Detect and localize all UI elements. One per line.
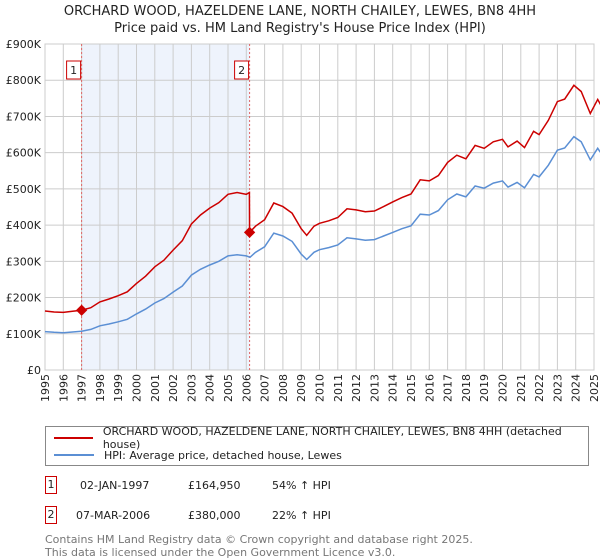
sale-hpi: 22% ↑ HPI <box>272 509 331 522</box>
x-tick-label: 2012 <box>350 374 363 402</box>
sale-badge: 1 <box>45 476 57 494</box>
sale-price: £164,950 <box>188 479 241 492</box>
footer-line: This data is licensed under the Open Gov… <box>45 546 396 559</box>
series-line <box>44 135 600 334</box>
x-tick-label: 2010 <box>314 374 327 402</box>
x-tick-label: 2005 <box>222 374 235 402</box>
x-tick-label: 2025 <box>588 374 600 402</box>
legend: ORCHARD WOOD, HAZELDENE LANE, NORTH CHAI… <box>45 425 589 466</box>
price-chart: 1995 1996 1997 1998 1999 2000 2001 2002 2003 2004… <box>6 38 600 402</box>
x-tick-label: 2011 <box>332 374 345 402</box>
x-tick-label: 2002 <box>167 374 180 402</box>
x-tick-label: 2004 <box>204 374 217 402</box>
x-tick-label: 2014 <box>387 374 400 402</box>
sale-label-box <box>66 60 82 80</box>
plot-border <box>44 43 595 371</box>
x-tick-label: 2003 <box>185 374 198 402</box>
x-tick-label: 1999 <box>112 374 125 402</box>
x-tick-label: 2024 <box>570 374 583 402</box>
x-tick-label: 2019 <box>478 374 491 402</box>
legend-item-hpi: HPI: Average price, detached house, Lewe… <box>54 447 342 463</box>
x-tick-label: 2000 <box>131 374 144 402</box>
legend-label: HPI: Average price, detached house, Lewe… <box>104 448 342 462</box>
footer-line: Contains HM Land Registry data © Crown c… <box>45 533 473 546</box>
x-tick-label: 2007 <box>259 374 272 402</box>
x-tick-label: 1998 <box>94 374 107 402</box>
y-tick-label: £800K <box>6 74 42 87</box>
y-tick-label: £700K <box>6 110 42 123</box>
y-tick-label: £400K <box>6 219 42 232</box>
sale-date: 02-JAN-1997 <box>80 479 150 492</box>
x-tick-label: 2016 <box>423 374 436 402</box>
x-tick-label: 1995 <box>39 374 52 402</box>
x-tick-label: 2006 <box>240 374 253 402</box>
legend-label: ORCHARD WOOD, HAZELDENE LANE, NORTH CHAI… <box>102 425 562 451</box>
y-tick-label: £100K <box>6 328 42 341</box>
y-tick-label: £200K <box>6 292 42 305</box>
sale-date: 07-MAR-2006 <box>76 509 151 522</box>
ownership-shading <box>81 44 250 370</box>
legend-swatch-blue <box>54 454 94 456</box>
legend-item-property: ORCHARD WOOD, HAZELDENE LANE, NORTH CHAI… <box>54 425 588 451</box>
chart-title: ORCHARD WOOD, HAZELDENE LANE, NORTH CHAI… <box>63 4 537 19</box>
sale-hpi: 54% ↑ HPI <box>272 479 331 492</box>
x-tick-label: 2008 <box>277 374 290 402</box>
sale-label: 1 <box>70 64 77 77</box>
y-tick-label: £900K <box>6 38 42 51</box>
x-tick-label: 1997 <box>76 374 89 402</box>
footer: Contains HM Land Registry data © Crown c… <box>45 533 473 559</box>
sale-row: 1 02-JAN-1997 £164,950 54% ↑ HPI <box>45 476 585 496</box>
x-tick-label: 2017 <box>442 374 455 402</box>
sale-label-box <box>234 60 250 80</box>
sale-point <box>243 226 256 239</box>
sale-badge: 2 <box>45 506 57 524</box>
x-tick-label: 2001 <box>149 374 162 402</box>
x-tick-label: 2018 <box>460 374 473 402</box>
x-tick-label: 2013 <box>368 374 381 402</box>
x-tick-label: 1996 <box>57 374 70 402</box>
x-tick-label: 2023 <box>551 374 564 402</box>
x-tick-label: 2022 <box>533 374 546 402</box>
sale-label: 2 <box>238 64 245 77</box>
sale-price: £380,000 <box>188 509 241 522</box>
y-tick-label: £600K <box>6 147 42 160</box>
x-tick-label: 2009 <box>295 374 308 402</box>
y-tick-label: £300K <box>6 255 42 268</box>
x-tick-label: 2021 <box>515 374 528 402</box>
legend-swatch-red <box>54 437 93 439</box>
x-tick-label: 2015 <box>405 374 418 402</box>
y-tick-label: £500K <box>6 183 42 196</box>
x-tick-label: 2020 <box>497 374 510 402</box>
sale-row: 2 07-MAR-2006 £380,000 22% ↑ HPI <box>45 506 585 526</box>
y-tick-label: £0 <box>27 364 41 377</box>
chart-subtitle: Price paid vs. HM Land Registry's House … <box>114 21 486 36</box>
